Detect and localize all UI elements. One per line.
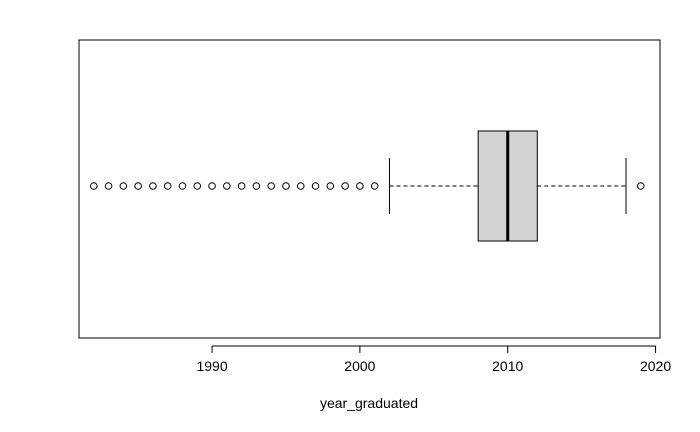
x-tick-label: 1990 — [196, 358, 227, 374]
outlier-point — [208, 182, 216, 190]
outlier-point — [149, 182, 157, 190]
outlier-point — [296, 182, 305, 190]
outlier-point — [119, 182, 128, 190]
outlier-point — [89, 182, 98, 190]
outlier-group — [89, 182, 645, 190]
x-tick-label: 2020 — [640, 358, 671, 374]
outlier-point — [636, 182, 645, 190]
outlier-point — [178, 182, 187, 190]
outlier-point — [356, 182, 364, 190]
x-axis: 1990 2000 2010 2020 — [196, 345, 671, 374]
outlier-point — [193, 182, 202, 190]
outlier-point — [311, 182, 320, 190]
outlier-point — [341, 182, 349, 190]
outlier-point — [237, 182, 246, 190]
outlier-point — [163, 182, 172, 190]
outlier-point — [326, 182, 335, 190]
outlier-point — [134, 182, 142, 190]
outlier-point — [282, 182, 290, 190]
x-tick-label: 2000 — [344, 358, 375, 374]
outlier-point — [223, 182, 231, 190]
x-axis-title: year_graduated — [320, 395, 418, 411]
outlier-point — [267, 182, 275, 190]
x-tick-label: 2010 — [492, 358, 523, 374]
outlier-point — [104, 182, 113, 190]
plot-frame — [78, 39, 661, 339]
box-group — [388, 130, 627, 242]
outlier-point — [252, 182, 261, 190]
outlier-point — [370, 182, 379, 190]
